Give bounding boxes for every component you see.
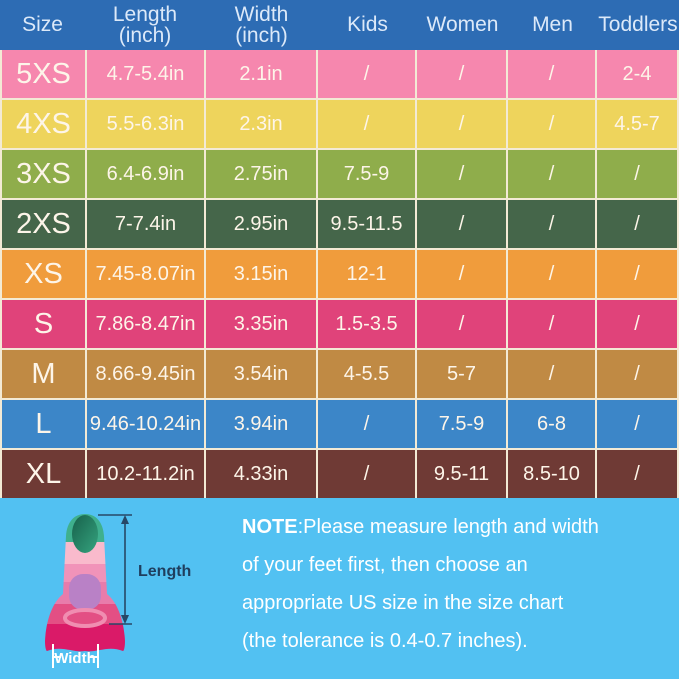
header-women: Women xyxy=(426,13,499,37)
cell-men: 6-8 xyxy=(508,400,595,448)
header-width: Width (inch) xyxy=(234,2,289,47)
note-section: Length Width NOTE:Please measure length … xyxy=(0,498,679,679)
table-body: 5XS 4.7-5.4in 2.1in / / / 2-4 4XS 5.5-6.… xyxy=(0,50,679,498)
cell-width: 3.35in xyxy=(206,300,316,348)
note-line-1: NOTE:Please measure length and width xyxy=(242,516,599,538)
note-prefix: NOTE xyxy=(242,516,298,538)
cell-width: 2.75in xyxy=(206,150,316,198)
cell-women: / xyxy=(417,150,506,198)
fin-illustration: Length Width xyxy=(14,502,224,679)
cell-men: / xyxy=(508,50,595,98)
header-kids: Kids xyxy=(347,13,388,37)
cell-size: S xyxy=(2,300,85,348)
cell-women: / xyxy=(417,250,506,298)
cell-women: 5-7 xyxy=(417,350,506,398)
cell-men: / xyxy=(508,300,595,348)
header-size: Size xyxy=(22,13,63,37)
cell-men: / xyxy=(508,250,595,298)
table-row: 4XS 5.5-6.3in 2.3in / / / 4.5-7 xyxy=(2,100,677,148)
table-row: XS 7.45-8.07in 3.15in 12-1 / / / xyxy=(2,250,677,298)
cell-kids: 9.5-11.5 xyxy=(318,200,415,248)
fin-image: Length Width xyxy=(45,514,191,668)
cell-toddlers: 2-4 xyxy=(597,50,677,98)
cell-women: / xyxy=(417,200,506,248)
cell-length: 8.66-9.45in xyxy=(87,350,204,398)
header-toddlers: Toddlers xyxy=(598,13,678,37)
cell-length: 6.4-6.9in xyxy=(87,150,204,198)
cell-women: / xyxy=(417,100,506,148)
length-measure xyxy=(98,514,132,625)
cell-size: XS xyxy=(2,250,85,298)
table-row: 3XS 6.4-6.9in 2.75in 7.5-9 / / / xyxy=(2,150,677,198)
cell-toddlers: / xyxy=(597,400,677,448)
cell-toddlers: / xyxy=(597,200,677,248)
cell-toddlers: / xyxy=(597,300,677,348)
cell-length: 9.46-10.24in xyxy=(87,400,204,448)
note-line-4: (the tolerance is 0.4-0.7 inches). xyxy=(242,630,528,652)
cell-size: M xyxy=(2,350,85,398)
cell-men: / xyxy=(508,150,595,198)
cell-toddlers: / xyxy=(597,250,677,298)
cell-size: L xyxy=(2,400,85,448)
cell-kids: / xyxy=(318,450,415,498)
note-line-3: appropriate US size in the size chart xyxy=(242,592,564,614)
table-header-row: Size Length (inch) Width (inch) Kids Wom… xyxy=(0,0,679,50)
table-row: 2XS 7-7.4in 2.95in 9.5-11.5 / / / xyxy=(2,200,677,248)
note-line-2: of your feet first, then choose an xyxy=(242,554,528,576)
cell-women: / xyxy=(417,50,506,98)
table-row: S 7.86-8.47in 3.35in 1.5-3.5 / / / xyxy=(2,300,677,348)
cell-width: 2.95in xyxy=(206,200,316,248)
cell-size: 2XS xyxy=(2,200,85,248)
cell-toddlers: / xyxy=(597,450,677,498)
length-label: Length xyxy=(138,563,191,580)
cell-kids: / xyxy=(318,50,415,98)
cell-length: 7.86-8.47in xyxy=(87,300,204,348)
cell-kids: 7.5-9 xyxy=(318,150,415,198)
cell-size: 3XS xyxy=(2,150,85,198)
cell-kids: / xyxy=(318,400,415,448)
cell-size: 5XS xyxy=(2,50,85,98)
cell-width: 3.94in xyxy=(206,400,316,448)
cell-length: 7.45-8.07in xyxy=(87,250,204,298)
cell-length: 5.5-6.3in xyxy=(87,100,204,148)
cell-length: 10.2-11.2in xyxy=(87,450,204,498)
cell-women: 7.5-9 xyxy=(417,400,506,448)
cell-toddlers: / xyxy=(597,150,677,198)
cell-men: / xyxy=(508,100,595,148)
cell-toddlers: / xyxy=(597,350,677,398)
width-label: Width xyxy=(54,650,96,667)
cell-width: 2.3in xyxy=(206,100,316,148)
table-row: L 9.46-10.24in 3.94in / 7.5-9 6-8 / xyxy=(2,400,677,448)
cell-width: 2.1in xyxy=(206,50,316,98)
cell-length: 4.7-5.4in xyxy=(87,50,204,98)
table-row: 5XS 4.7-5.4in 2.1in / / / 2-4 xyxy=(2,50,677,98)
cell-kids: 4-5.5 xyxy=(318,350,415,398)
cell-kids: / xyxy=(318,100,415,148)
header-men: Men xyxy=(532,13,573,37)
cell-women: / xyxy=(417,300,506,348)
cell-women: 9.5-11 xyxy=(417,450,506,498)
table-row: M 8.66-9.45in 3.54in 4-5.5 5-7 / / xyxy=(2,350,677,398)
cell-kids: 1.5-3.5 xyxy=(318,300,415,348)
cell-length: 7-7.4in xyxy=(87,200,204,248)
width-measure xyxy=(52,644,99,668)
header-length: Length (inch) xyxy=(112,2,178,47)
cell-width: 3.54in xyxy=(206,350,316,398)
cell-toddlers: 4.5-7 xyxy=(597,100,677,148)
note-text: NOTE:Please measure length and width of … xyxy=(242,508,662,660)
cell-men: / xyxy=(508,350,595,398)
cell-men: / xyxy=(508,200,595,248)
cell-size: 4XS xyxy=(2,100,85,148)
table-row: XL 10.2-11.2in 4.33in / 9.5-11 8.5-10 / xyxy=(2,450,677,498)
cell-width: 3.15in xyxy=(206,250,316,298)
cell-kids: 12-1 xyxy=(318,250,415,298)
cell-men: 8.5-10 xyxy=(508,450,595,498)
cell-size: XL xyxy=(2,450,85,498)
cell-width: 4.33in xyxy=(206,450,316,498)
